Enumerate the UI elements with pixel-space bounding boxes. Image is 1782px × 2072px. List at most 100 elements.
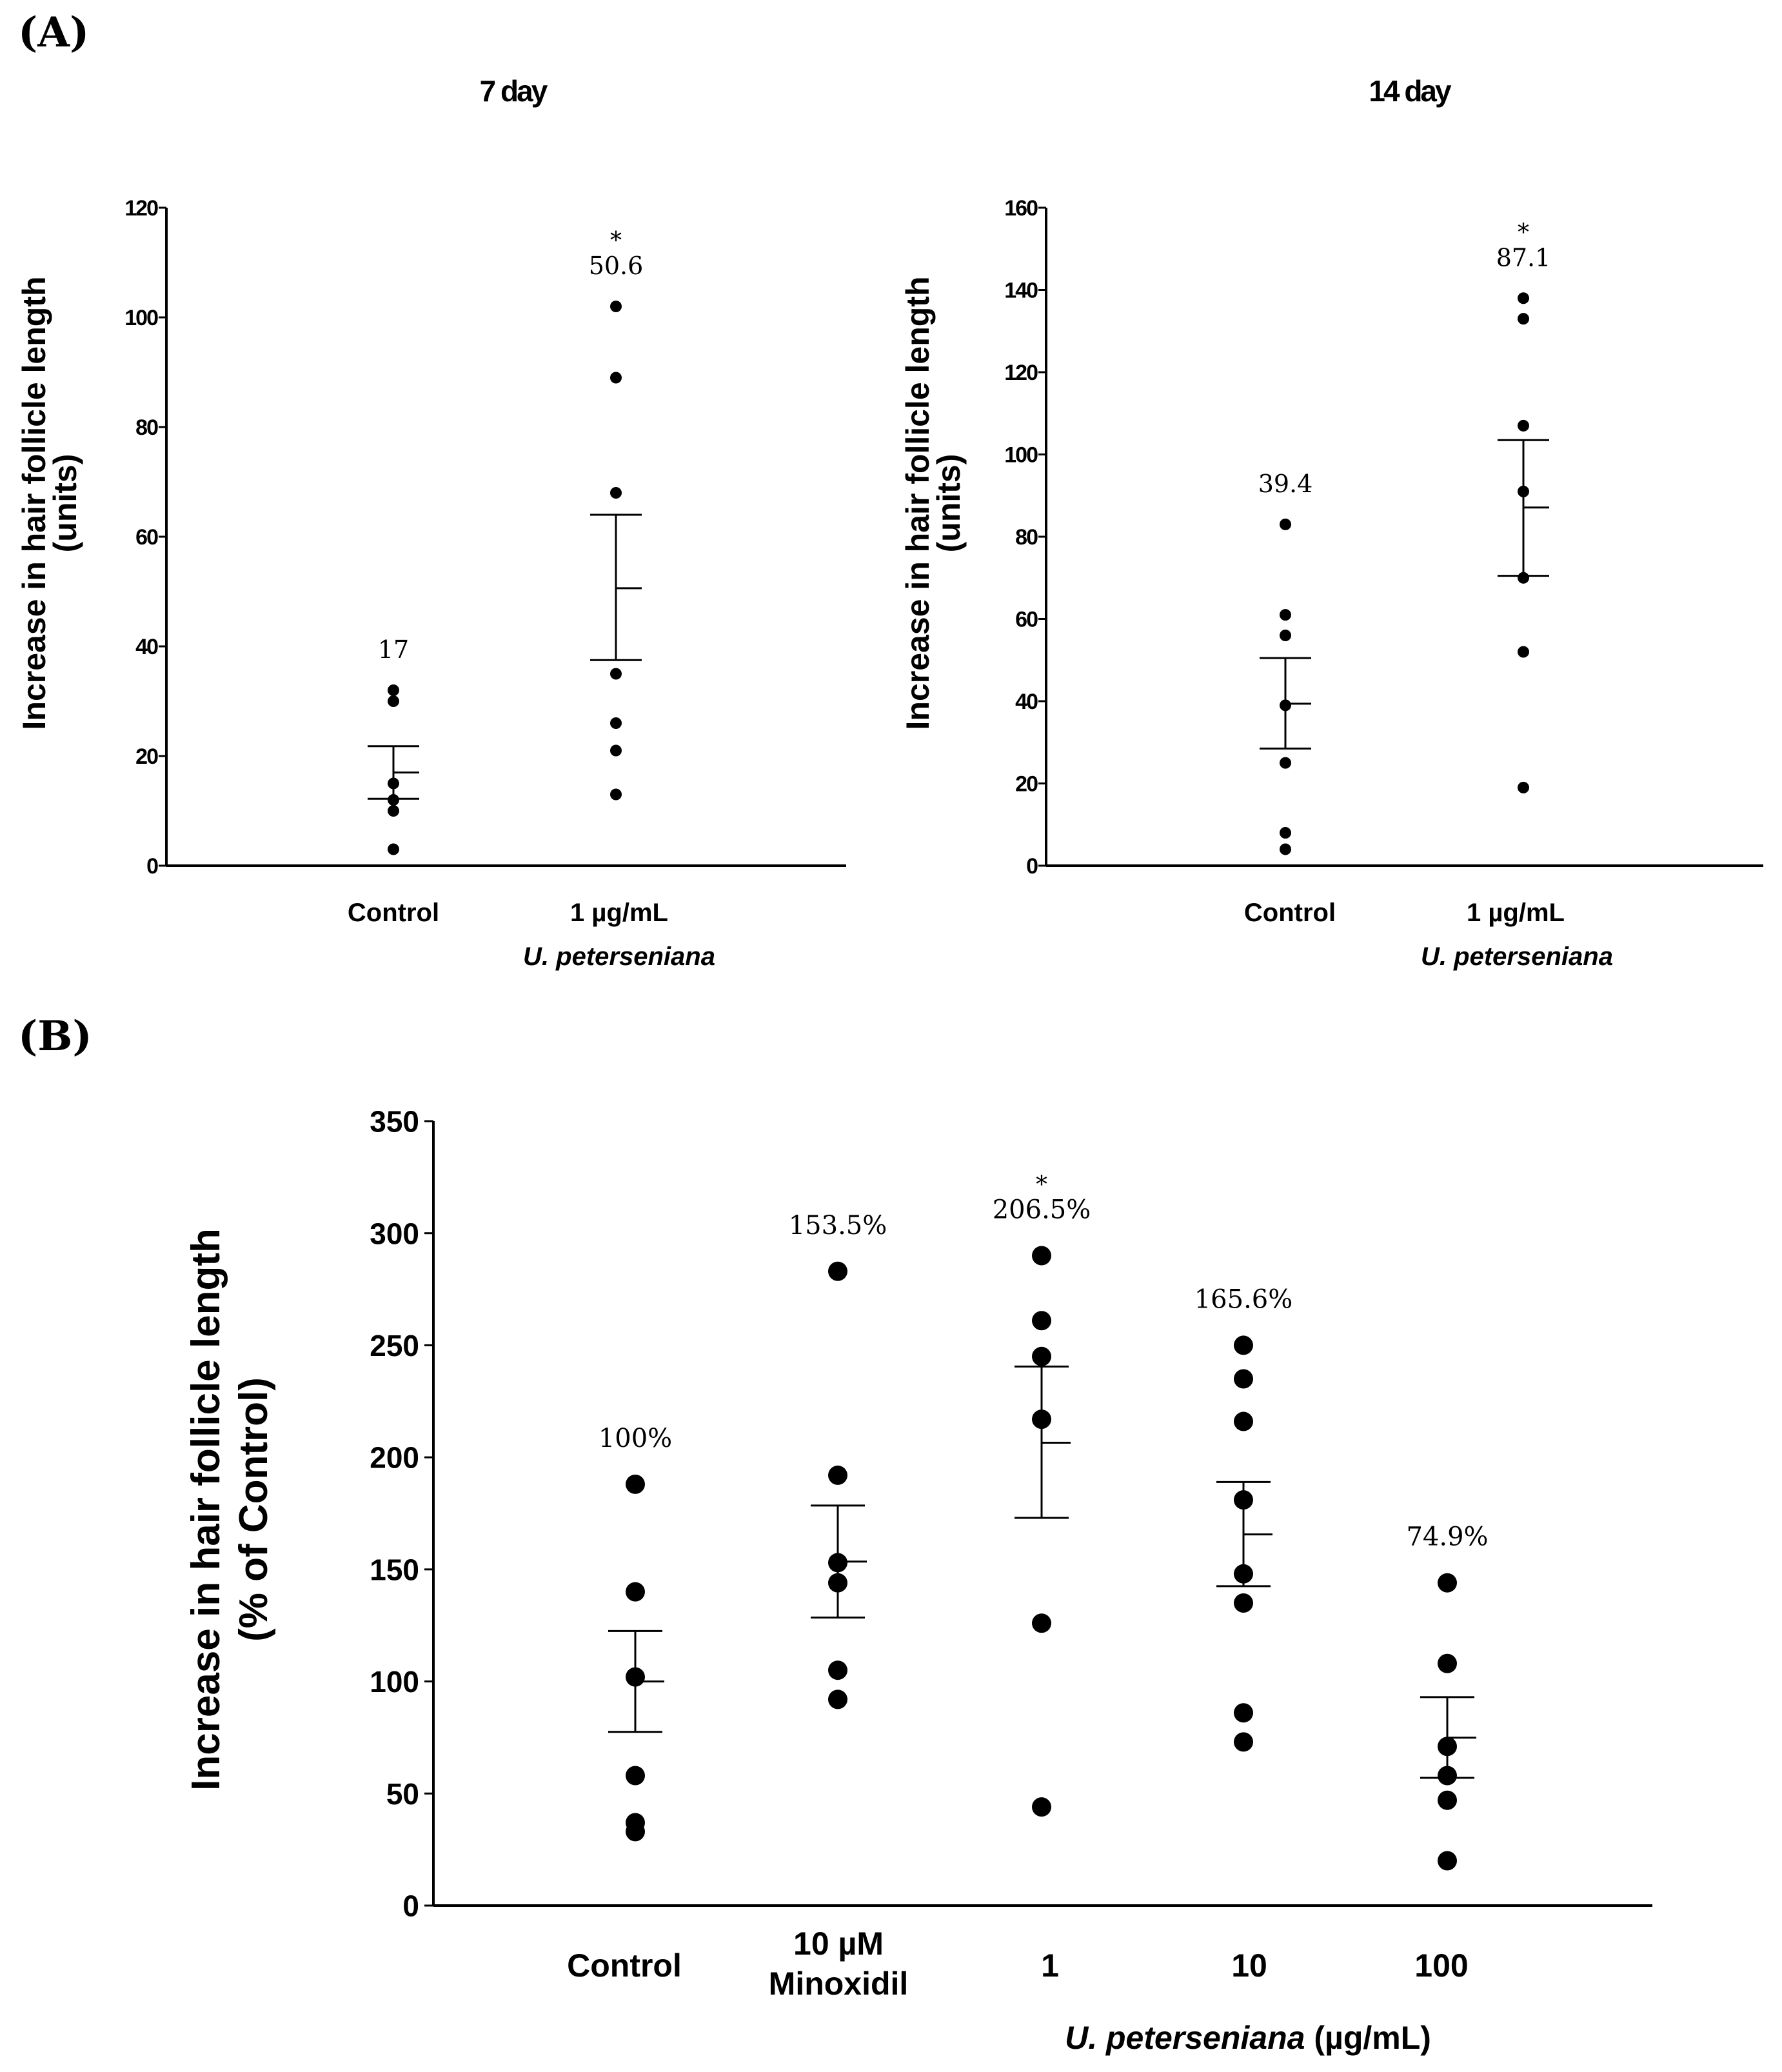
data-point bbox=[828, 1689, 847, 1709]
data-point bbox=[1234, 1369, 1253, 1389]
mean-value-label: 87.1 bbox=[1496, 243, 1551, 272]
chart-b-percent-control: Increase in hair follicle length (% of C… bbox=[184, 1105, 1652, 2056]
y-tick-label: 150 bbox=[370, 1553, 419, 1586]
y-axis-label: Increase in hair follicle length (% of C… bbox=[184, 1228, 276, 1791]
data-point bbox=[1280, 827, 1291, 839]
data-point bbox=[1518, 313, 1529, 325]
data-point bbox=[1280, 757, 1291, 769]
data-point bbox=[626, 1474, 645, 1494]
y-tick-label: 20 bbox=[135, 744, 158, 769]
y-axis-label-line2: (units) bbox=[47, 454, 83, 553]
data-point bbox=[610, 788, 622, 801]
data-point bbox=[610, 487, 622, 499]
x-group-label: U. peterseniana bbox=[1421, 942, 1613, 971]
data-point bbox=[1280, 630, 1291, 641]
data-point bbox=[828, 1261, 847, 1281]
data-point bbox=[1518, 646, 1529, 658]
data-point bbox=[388, 695, 399, 707]
x-category-label: 10 bbox=[1231, 1947, 1267, 1984]
data-point bbox=[626, 1766, 645, 1786]
data-point bbox=[610, 717, 622, 729]
y-tick-label: 0 bbox=[1026, 854, 1038, 879]
chart-14-day: 14 day Increase in hair follicle length … bbox=[900, 74, 1763, 971]
data-point bbox=[1234, 1593, 1253, 1613]
mean-value-label: 153.5% bbox=[789, 1211, 887, 1240]
chart-7-day: 7 day Increase in hair follicle length (… bbox=[16, 74, 846, 971]
y-tick-label: 120 bbox=[1004, 361, 1038, 385]
data-point bbox=[610, 372, 622, 384]
data-point bbox=[1438, 1653, 1457, 1673]
data-point bbox=[1032, 1797, 1051, 1817]
y-tick-label: 160 bbox=[1004, 196, 1038, 221]
y-tick-label: 80 bbox=[135, 415, 158, 440]
x-category-label: 100 bbox=[1414, 1947, 1468, 1984]
y-tick-label: 20 bbox=[1015, 772, 1038, 797]
data-point bbox=[1518, 781, 1529, 793]
data-point bbox=[610, 301, 622, 312]
y-tick-label: 40 bbox=[1015, 690, 1038, 714]
y-axis-label-line1: Increase in hair follicle length bbox=[900, 277, 936, 730]
data-point bbox=[626, 1582, 645, 1602]
data-point bbox=[1438, 1573, 1457, 1593]
y-axis-label: Increase in hair follicle length (units) bbox=[16, 277, 83, 730]
x-category-label: 1 bbox=[1041, 1947, 1059, 1984]
y-tick-label: 350 bbox=[370, 1105, 419, 1139]
y-tick-label: 40 bbox=[135, 635, 158, 659]
y-tick-label: 300 bbox=[370, 1217, 419, 1250]
mean-value-label: 74.9% bbox=[1406, 1522, 1488, 1552]
y-tick-label: 250 bbox=[370, 1329, 419, 1362]
data-point bbox=[1032, 1346, 1051, 1366]
data-point bbox=[1032, 1613, 1051, 1633]
y-tick-label: 120 bbox=[124, 196, 158, 221]
x-group-label-units: (µg/mL) bbox=[1305, 2020, 1431, 2056]
data-point bbox=[1438, 1790, 1457, 1810]
mean-value-label: 206.5% bbox=[993, 1195, 1091, 1224]
y-axis-label: Increase in hair follicle length (units) bbox=[900, 277, 967, 730]
data-point bbox=[610, 668, 622, 680]
data-point bbox=[1032, 1311, 1051, 1331]
data-point bbox=[1518, 419, 1529, 432]
data-point bbox=[626, 1822, 645, 1842]
data-point bbox=[828, 1660, 847, 1680]
y-tick-label: 0 bbox=[146, 854, 158, 879]
data-point bbox=[1032, 1246, 1051, 1266]
data-point bbox=[1234, 1703, 1253, 1723]
y-axis-label-line2: (units) bbox=[931, 454, 967, 553]
mean-value-label: 50.6 bbox=[589, 252, 644, 280]
y-tick-label: 100 bbox=[370, 1665, 419, 1698]
data-point bbox=[388, 684, 399, 696]
y-tick-label: 140 bbox=[1004, 279, 1038, 303]
chart-title: 14 day bbox=[1369, 74, 1452, 108]
x-category-label: Control bbox=[567, 1947, 682, 1984]
y-axis-label-line1: Increase in hair follicle length bbox=[16, 277, 52, 730]
y-tick-label: 100 bbox=[1004, 443, 1038, 468]
y-tick-label: 0 bbox=[402, 1889, 419, 1923]
panel-label-b: (B) bbox=[18, 1012, 92, 1061]
data-point bbox=[1234, 1732, 1253, 1752]
x-group-label: U. peterseniana (µg/mL) bbox=[1065, 2020, 1431, 2056]
data-point bbox=[610, 744, 622, 757]
x-category-label-line2: Minoxidil bbox=[769, 1966, 909, 2002]
x-category-label: 1 µg/mL bbox=[570, 899, 668, 927]
significance-marker: * bbox=[1036, 1171, 1047, 1198]
mean-value-label: 100% bbox=[599, 1424, 672, 1453]
mean-value-label: 17 bbox=[378, 635, 409, 664]
y-tick-label: 60 bbox=[1015, 608, 1038, 632]
data-point bbox=[828, 1465, 847, 1485]
x-category-label: Control bbox=[348, 899, 439, 927]
y-axis-label-line2: (% of Control) bbox=[232, 1377, 276, 1642]
data-point bbox=[1438, 1851, 1457, 1871]
significance-marker: * bbox=[610, 228, 622, 254]
y-tick-label: 50 bbox=[386, 1777, 419, 1811]
y-tick-label: 80 bbox=[1015, 525, 1038, 550]
data-point bbox=[1280, 518, 1291, 530]
x-category-label: 1 µg/mL bbox=[1467, 899, 1565, 927]
x-category-label-line1: 10 µM bbox=[793, 1926, 884, 1962]
panel-label-a: (A) bbox=[18, 8, 89, 57]
x-category-label: Control bbox=[1244, 899, 1336, 927]
data-point bbox=[1280, 843, 1291, 855]
mean-value-label: 165.6% bbox=[1194, 1284, 1293, 1314]
y-tick-label: 60 bbox=[135, 525, 158, 550]
data-point bbox=[1234, 1411, 1253, 1431]
